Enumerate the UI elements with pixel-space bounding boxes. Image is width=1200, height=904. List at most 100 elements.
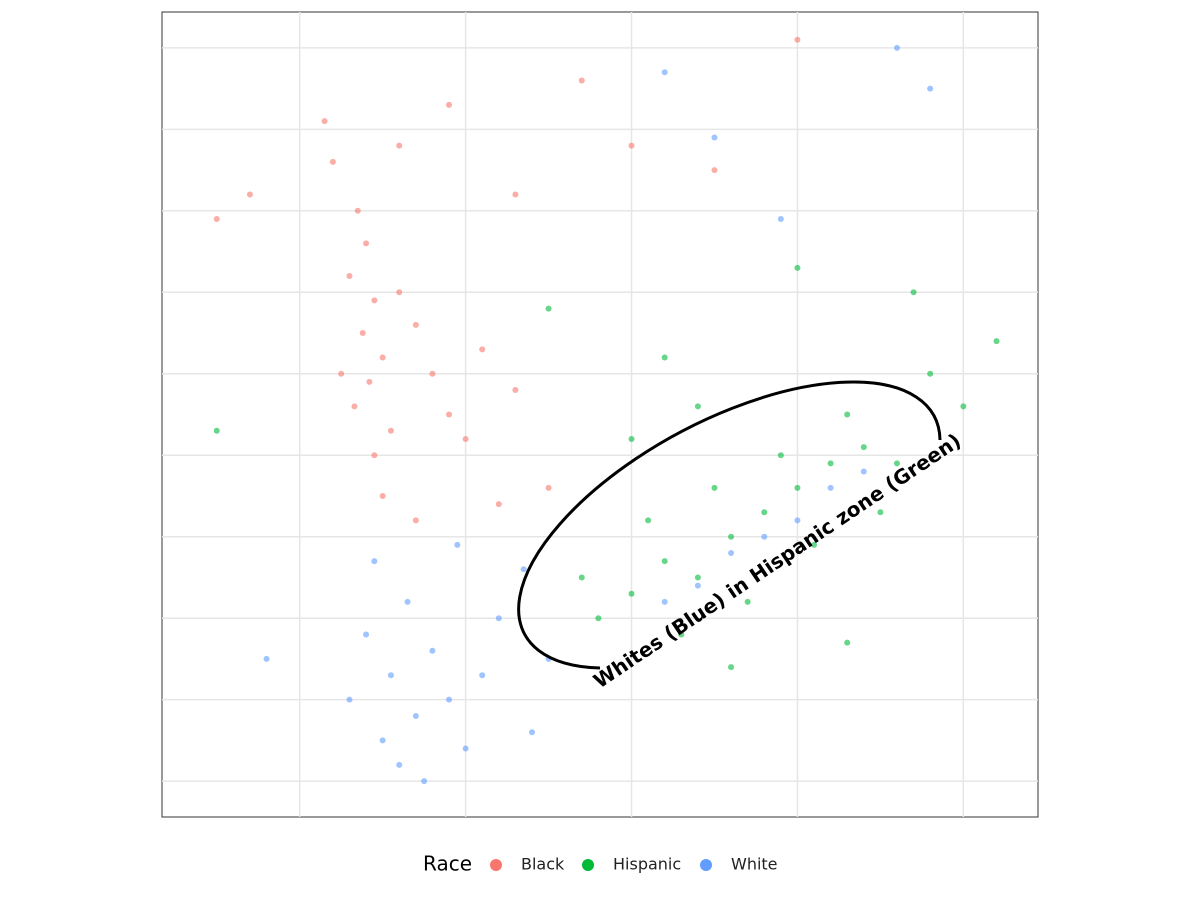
point [694,403,701,410]
points [213,36,1000,785]
legend-swatch [582,859,594,871]
legend-label: White [731,855,778,874]
point [329,158,336,165]
annotation-ellipse [517,380,942,670]
point [860,444,867,451]
point [371,452,378,459]
point [387,427,394,434]
point [628,142,635,149]
legend-title: Race [423,852,472,876]
point [794,517,801,524]
legend-swatch [490,859,502,871]
point [346,272,353,279]
point [893,460,900,467]
point [927,85,934,92]
point [761,509,768,516]
point [794,264,801,271]
point [661,354,668,361]
point [711,167,718,174]
point [661,598,668,605]
point [520,566,527,573]
point [794,484,801,491]
point [811,541,818,548]
point [827,460,834,467]
point [213,427,220,434]
point [960,403,967,410]
point [462,435,469,442]
point [363,631,370,638]
point [354,207,361,214]
point [346,696,353,703]
point [993,338,1000,345]
point [628,435,635,442]
plot-panel [161,11,1039,818]
point [429,370,436,377]
point [338,370,345,377]
point [528,729,535,736]
point [844,639,851,646]
point [827,484,834,491]
point [893,44,900,51]
point [744,598,751,605]
point [366,378,373,385]
point [396,289,403,296]
point [379,492,386,499]
point [446,411,453,418]
point [777,215,784,222]
point [421,778,428,785]
point [877,509,884,516]
point [213,215,220,222]
point [379,354,386,361]
legend-label: Hispanic [613,855,681,874]
point [545,484,552,491]
point [728,664,735,671]
point [412,321,419,328]
point [479,672,486,679]
point [578,77,585,84]
point [412,712,419,719]
point [678,631,685,638]
point [860,468,867,475]
point [479,346,486,353]
point [512,387,519,394]
point [728,533,735,540]
point [694,574,701,581]
legend-label: Black [521,855,565,874]
point [495,501,502,508]
point [454,541,461,548]
point [794,36,801,43]
point [711,134,718,141]
point [363,240,370,247]
point [351,403,358,410]
point [321,118,328,125]
point [661,69,668,76]
point [371,558,378,565]
point [728,550,735,557]
point [844,411,851,418]
point [396,761,403,768]
point [661,558,668,565]
grid [162,12,1038,817]
point [246,191,253,198]
point [396,142,403,149]
point [371,297,378,304]
point [545,305,552,312]
point [446,101,453,108]
point [404,598,411,605]
point [694,582,701,589]
point [359,330,366,337]
point [761,533,768,540]
point [387,672,394,679]
point [628,590,635,597]
point [777,452,784,459]
point [379,737,386,744]
point [495,615,502,622]
point [910,289,917,296]
point [578,574,585,581]
point [429,647,436,654]
legend: Race Black Hispanic White [423,852,778,876]
point [263,655,270,662]
point [412,517,419,524]
point [711,484,718,491]
